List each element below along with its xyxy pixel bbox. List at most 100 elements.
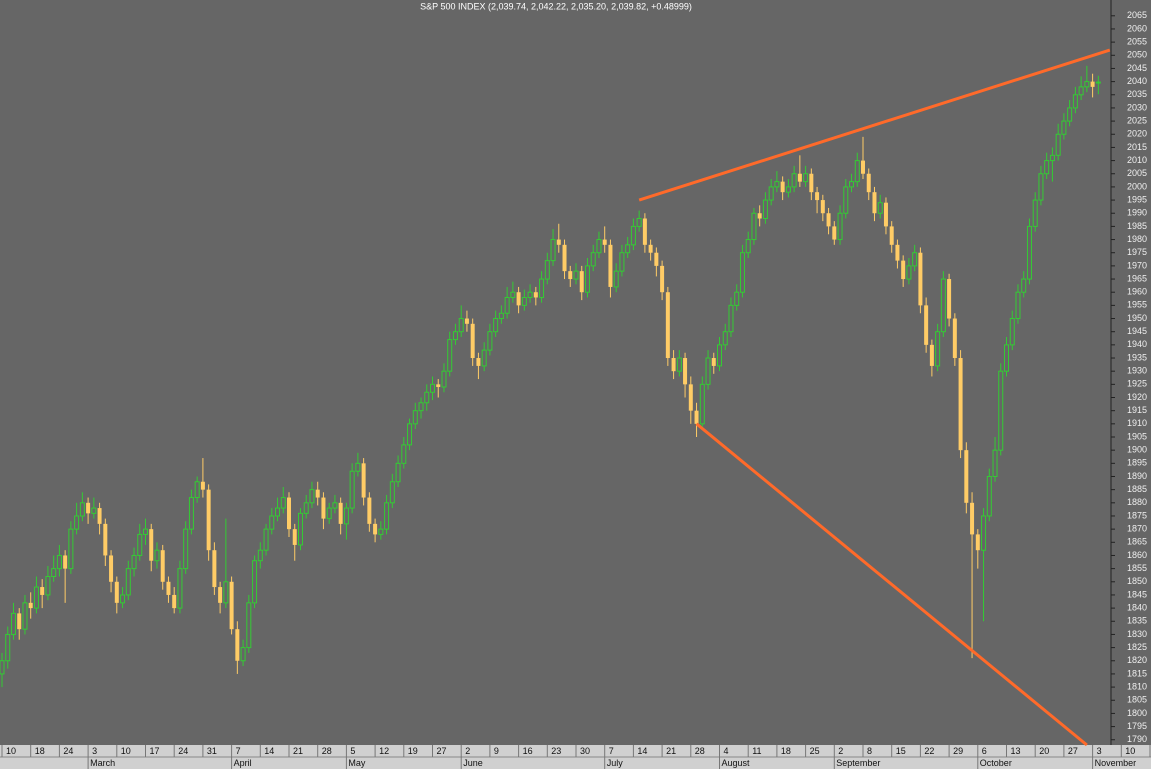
x-tick-label: 16 bbox=[523, 746, 533, 756]
candle-body bbox=[901, 260, 906, 280]
candle-body bbox=[705, 357, 711, 385]
x-tick-label: 11 bbox=[752, 746, 761, 756]
candle-body bbox=[958, 358, 963, 451]
month-label: May bbox=[348, 758, 366, 768]
x-tick-label: 5 bbox=[350, 746, 355, 756]
candle-body bbox=[1084, 81, 1090, 88]
x-tick-label: 3 bbox=[92, 746, 97, 756]
candle-body bbox=[292, 529, 297, 545]
y-tick-label: 1840 bbox=[1127, 602, 1147, 612]
candle-body bbox=[866, 173, 871, 193]
candle-body bbox=[470, 323, 475, 359]
candle-body bbox=[797, 173, 802, 182]
y-tick-label: 1920 bbox=[1127, 392, 1147, 402]
candle-body bbox=[694, 410, 699, 424]
candle-body bbox=[608, 244, 613, 287]
candle-body bbox=[1032, 199, 1038, 227]
candle-body bbox=[447, 339, 453, 372]
candle-body bbox=[252, 560, 258, 604]
candle-body bbox=[883, 202, 888, 227]
candle-body bbox=[355, 462, 361, 472]
y-tick-label: 1800 bbox=[1127, 708, 1147, 718]
x-tick-label: 10 bbox=[1125, 746, 1135, 756]
y-tick-label: 1925 bbox=[1127, 379, 1147, 389]
candle-body bbox=[533, 292, 538, 298]
y-tick-label: 1815 bbox=[1127, 668, 1147, 678]
x-tick-label: 31 bbox=[207, 746, 217, 756]
y-tick-label: 2065 bbox=[1127, 10, 1147, 20]
candle-body bbox=[699, 383, 705, 425]
candle-body bbox=[51, 568, 57, 578]
month-label: September bbox=[836, 758, 880, 768]
candle-body bbox=[321, 497, 326, 519]
candle-body bbox=[579, 271, 584, 293]
candle-body bbox=[487, 331, 493, 351]
y-tick-label: 1810 bbox=[1127, 681, 1147, 691]
candle-body bbox=[240, 647, 246, 662]
candle-body bbox=[154, 549, 160, 562]
candle-body bbox=[367, 497, 372, 524]
month-label: August bbox=[722, 758, 751, 768]
candle-body bbox=[550, 239, 556, 262]
candle-body bbox=[826, 213, 831, 227]
y-tick-label: 1960 bbox=[1127, 287, 1147, 297]
candle-body bbox=[654, 252, 659, 266]
x-tick-label: 21 bbox=[666, 746, 676, 756]
candle-body bbox=[1015, 291, 1021, 320]
candle-body bbox=[349, 470, 355, 509]
candle-body bbox=[952, 318, 957, 359]
candle-body bbox=[315, 489, 320, 498]
candle-body bbox=[625, 244, 631, 254]
candle-body bbox=[539, 278, 545, 298]
candle-body bbox=[728, 304, 734, 333]
candle-body bbox=[1049, 154, 1055, 162]
y-tick-label: 1995 bbox=[1127, 194, 1147, 204]
y-tick-label: 1955 bbox=[1127, 300, 1147, 310]
y-tick-label: 1950 bbox=[1127, 313, 1147, 323]
y-tick-label: 1915 bbox=[1127, 405, 1147, 415]
y-tick-label: 2005 bbox=[1127, 168, 1147, 178]
y-tick-label: 1880 bbox=[1127, 497, 1147, 507]
candle-body bbox=[981, 515, 987, 551]
candle-body bbox=[992, 449, 998, 477]
candle-body bbox=[791, 173, 797, 188]
y-tick-label: 1855 bbox=[1127, 563, 1147, 573]
x-tick-label: 9 bbox=[494, 746, 499, 756]
candle-body bbox=[918, 252, 923, 306]
candle-body bbox=[596, 239, 602, 254]
candle-body bbox=[91, 507, 97, 514]
y-tick-label: 1790 bbox=[1127, 734, 1147, 744]
y-tick-label: 1905 bbox=[1127, 431, 1147, 441]
y-tick-label: 1875 bbox=[1127, 510, 1147, 520]
candle-body bbox=[504, 296, 510, 314]
candle-body bbox=[584, 265, 590, 293]
candle-body bbox=[889, 226, 894, 245]
candle-body bbox=[10, 612, 16, 635]
candle-body bbox=[998, 370, 1004, 451]
y-tick-label: 2055 bbox=[1127, 36, 1147, 46]
y-tick-label: 1830 bbox=[1127, 629, 1147, 639]
candle-body bbox=[562, 244, 567, 272]
candle-body bbox=[109, 555, 114, 582]
candle-body bbox=[556, 239, 561, 245]
candle-body bbox=[338, 502, 343, 524]
y-tick-label: 2040 bbox=[1127, 76, 1147, 86]
y-tick-label: 2060 bbox=[1127, 23, 1147, 33]
y-tick-label: 1965 bbox=[1127, 273, 1147, 283]
x-tick-label: 17 bbox=[150, 746, 160, 756]
candle-body bbox=[172, 594, 177, 609]
candle-body bbox=[1044, 160, 1050, 175]
candle-body bbox=[452, 331, 458, 341]
candle-body bbox=[843, 186, 849, 214]
month-label: November bbox=[1095, 758, 1137, 768]
y-tick-label: 1930 bbox=[1127, 366, 1147, 376]
x-tick-label: 7 bbox=[236, 746, 241, 756]
candle-body bbox=[297, 512, 303, 546]
candle-body bbox=[671, 358, 676, 372]
candle-body bbox=[257, 549, 263, 562]
x-tick-label: 10 bbox=[121, 746, 131, 756]
candle-body bbox=[303, 502, 309, 514]
x-tick-label: 12 bbox=[379, 746, 389, 756]
candle-body bbox=[970, 502, 975, 535]
candle-body bbox=[510, 291, 516, 298]
